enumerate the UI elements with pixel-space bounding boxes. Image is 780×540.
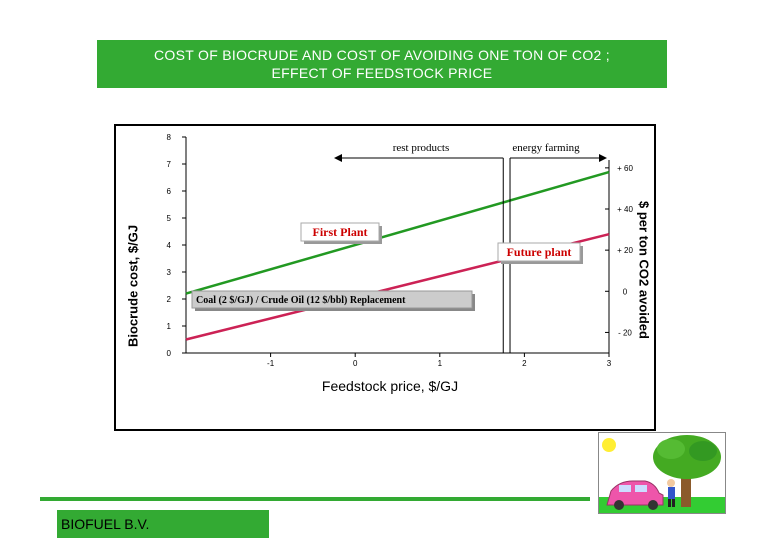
chart-title: COST OF BIOCRUDE AND COST OF AVOIDING ON…: [97, 40, 667, 88]
chart-frame: [114, 124, 656, 431]
car-tree-illustration: [599, 433, 725, 513]
x-tick-label: 3: [607, 359, 612, 368]
clipart-car-tree: [598, 432, 726, 514]
y2-tick-label: 0: [623, 287, 628, 296]
y-tick-label: 6: [167, 187, 172, 196]
x-tick-label: -1: [267, 359, 275, 368]
x-tick-label: 1: [438, 359, 443, 368]
chart-title-line-1: COST OF BIOCRUDE AND COST OF AVOIDING ON…: [154, 47, 610, 63]
energy-farming-label: energy farming: [512, 142, 580, 154]
coal-box: [191, 290, 473, 309]
company-name: BIOFUEL B.V.: [57, 510, 269, 538]
chart-title-line-2: EFFECT OF FEEDSTOCK PRICE: [271, 65, 493, 81]
y2-tick-label: + 40: [617, 205, 633, 214]
first-plant-line: [185, 170, 610, 295]
y2-tick-label: + 60: [617, 164, 633, 173]
rest-products-label: rest products: [393, 142, 450, 154]
y-tick-label: 0: [167, 349, 172, 358]
x-axis-label: Feedstock price, $/GJ: [321, 378, 459, 394]
y-tick-label: 2: [167, 295, 172, 304]
first-plant-label-box: [300, 222, 380, 242]
footer-divider: [40, 497, 590, 501]
future-plant-label: Future plant: [507, 245, 572, 259]
y-axis-label: Biocrude cost, $/GJ: [125, 224, 141, 348]
y-tick-label: 7: [167, 160, 172, 169]
y-tick-label: 4: [167, 241, 172, 250]
y2-tick-label: - 20: [618, 328, 632, 337]
y-tick-label: 5: [167, 214, 172, 223]
y-tick-label: 1: [167, 322, 172, 331]
y2-axis-label: $ per ton CO2 avoided: [636, 201, 652, 339]
y-tick-label: 8: [167, 133, 172, 142]
x-tick-label: 2: [522, 359, 527, 368]
coal-replacement-label: Coal (2 $/GJ) / Crude Oil (12 $/bbl) Rep…: [196, 295, 406, 306]
first-plant-label: First Plant: [313, 225, 368, 239]
y-tick-label: 3: [167, 268, 172, 277]
y2-tick-label: + 20: [617, 246, 633, 255]
future-plant-label-box: [497, 242, 581, 262]
x-tick-label: 0: [353, 359, 358, 368]
